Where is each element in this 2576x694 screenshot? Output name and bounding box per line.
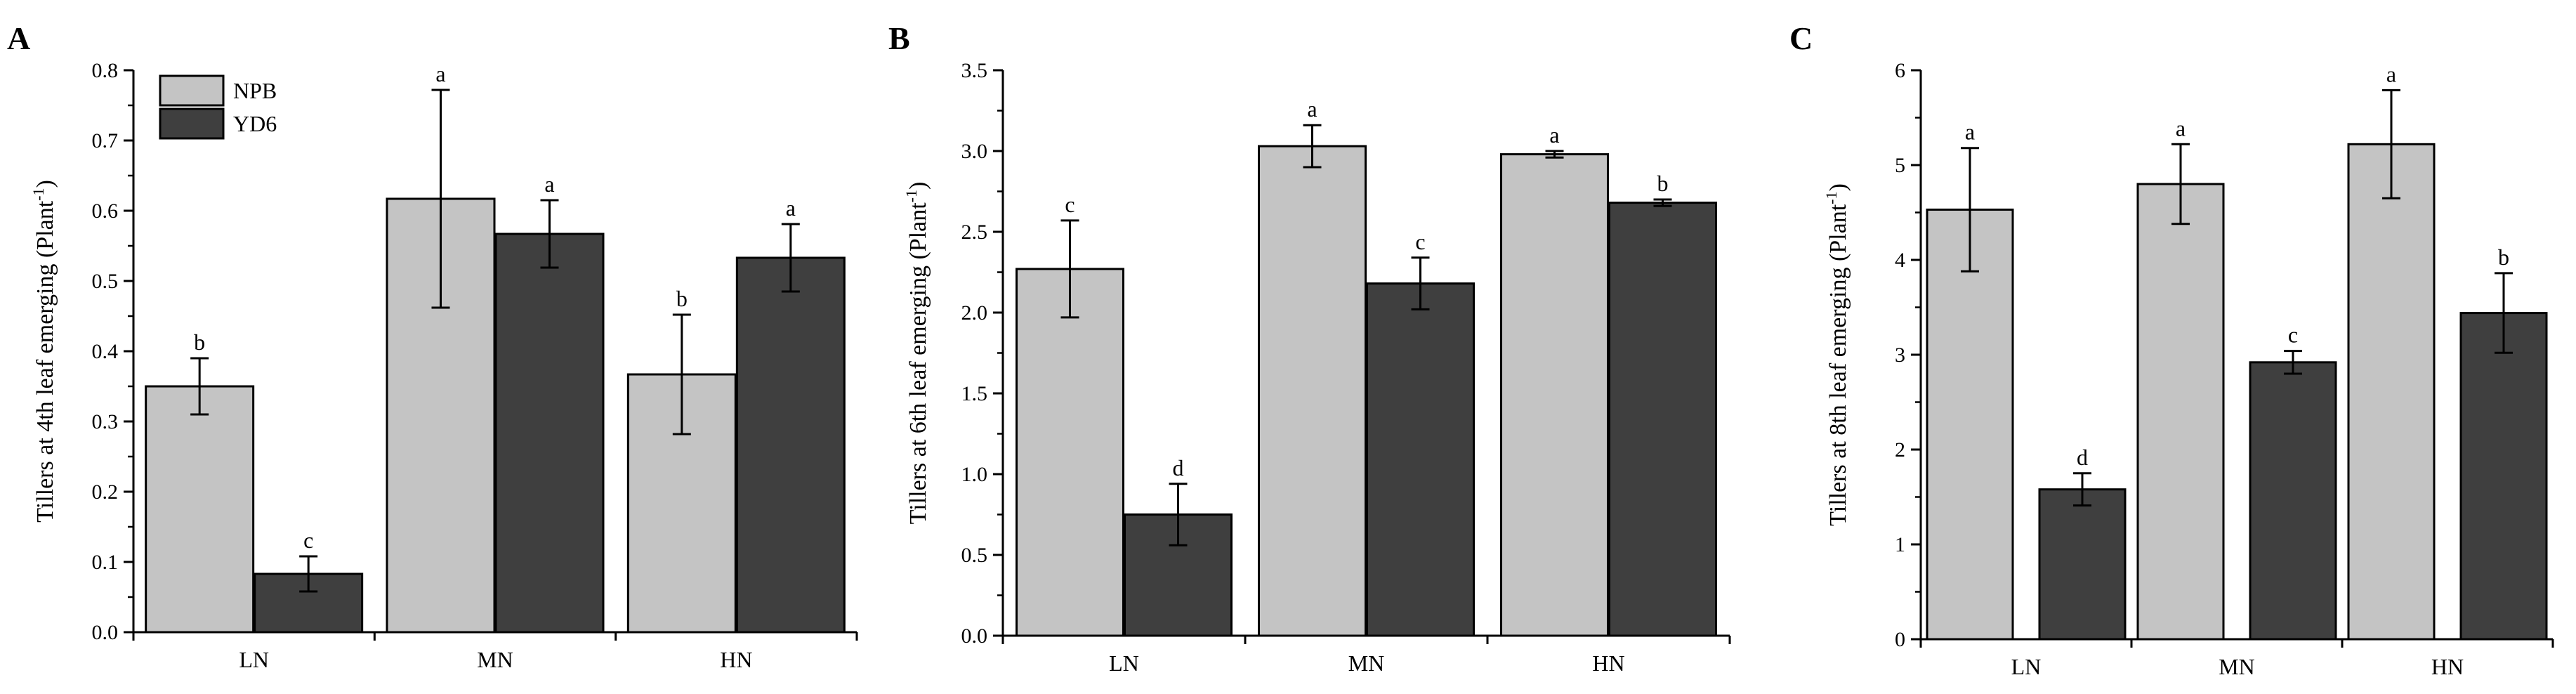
y-tick-label: 0.3: [92, 410, 119, 433]
bar-npb-mn: [1258, 145, 1367, 637]
y-tick-label: 0.5: [961, 544, 988, 567]
x-tick-label-hn: HN: [1592, 650, 1624, 676]
y-tick-label: 3.0: [961, 140, 988, 163]
significance-label: c: [303, 528, 313, 553]
panel-a: A Tillers at 4th leaf emerging (Plant-1) b…: [7, 20, 858, 672]
x-tick-label-hn: HN: [2431, 654, 2464, 679]
y-axis-title-superscript: -1: [29, 188, 47, 201]
legend-label-npb: NPB: [233, 78, 277, 103]
y-tick-label: 1.0: [961, 463, 988, 486]
significance-label: d: [2077, 445, 2088, 470]
y-tick-label: 1: [1895, 533, 1905, 556]
bar-npb-mn: [2136, 183, 2225, 641]
y-tick-label: 2.0: [961, 301, 988, 325]
x-tick-label-ln: LN: [239, 647, 269, 672]
y-tick-label: 6: [1895, 59, 1905, 82]
significance-label: a: [1965, 119, 1975, 145]
x-tick-label-hn: HN: [720, 647, 752, 672]
significance-label: a: [435, 61, 445, 86]
bar-yd6-mn: [1366, 282, 1475, 637]
panel-letter: B: [888, 20, 910, 56]
y-tick-label: 0.0: [92, 621, 119, 644]
significance-label: b: [1657, 171, 1669, 196]
bar-yd6-hn: [2459, 312, 2548, 641]
y-tick-label: 0.8: [92, 59, 119, 82]
y-axis-title: Tillers at 4th leaf emerging (Plant-1): [29, 180, 58, 523]
y-tick-label: 0.4: [92, 340, 119, 363]
bar-npb-ln: [145, 385, 255, 634]
y-tick-label: 1.5: [961, 382, 988, 405]
significance-label: a: [544, 171, 554, 197]
y-axis-title-superscript: -1: [902, 190, 920, 202]
y-axis-title-main: Tillers at 8th leaf emerging (Plant: [1825, 204, 1851, 526]
bar-yd6-mn: [2249, 361, 2337, 641]
bar-yd6-mn: [494, 233, 605, 634]
y-tick-label: 2.5: [961, 221, 988, 244]
y-tick-label: 0.6: [92, 199, 119, 223]
y-tick-label: 0.2: [92, 480, 119, 504]
x-tick-label-mn: MN: [477, 647, 513, 672]
x-tick-label-mn: MN: [1348, 650, 1385, 676]
y-tick-label: 0: [1895, 628, 1905, 651]
y-axis-title-end: ): [32, 180, 58, 188]
significance-label: a: [786, 195, 796, 221]
y-tick-label: 2: [1895, 438, 1905, 461]
bar-npb-hn: [2347, 143, 2436, 641]
y-tick-label: 0.5: [92, 270, 119, 293]
y-axis-title: Tillers at 8th leaf emerging (Plant-1): [1822, 183, 1851, 526]
significance-label: d: [1173, 455, 1184, 480]
y-tick-label: 3: [1895, 343, 1905, 367]
y-axis-title-end: ): [1825, 183, 1851, 191]
significance-label: a: [1549, 122, 1559, 148]
bar-yd6-ln: [2038, 488, 2127, 641]
bar-yd6-hn: [1608, 202, 1717, 637]
y-axis-title-main: Tillers at 4th leaf emerging (Plant: [32, 200, 58, 523]
y-axis-title-superscript: -1: [1822, 192, 1840, 204]
y-tick-label: 3.5: [961, 59, 988, 82]
y-axis-title-end: ): [905, 182, 931, 190]
y-tick-label: 0.1: [92, 551, 119, 574]
significance-label: b: [676, 286, 688, 311]
panel-letter: C: [1789, 20, 1813, 56]
y-tick-label: 0.0: [961, 624, 988, 648]
y-tick-label: 5: [1895, 154, 1905, 177]
significance-label: a: [1307, 96, 1317, 122]
bar-npb-hn: [1500, 153, 1609, 637]
significance-label: c: [2288, 322, 2298, 348]
legend-label-yd6: YD6: [233, 111, 277, 136]
y-axis-title-main: Tillers at 6th leaf emerging (Plant: [905, 202, 931, 525]
significance-label: b: [194, 329, 205, 355]
x-tick-label-ln: LN: [2011, 654, 2042, 679]
significance-label: c: [1065, 192, 1075, 217]
panel-b: B Tillers at 6th leaf emerging (Plant-1) c…: [888, 20, 1731, 676]
y-axis-title: Tillers at 6th leaf emerging (Plant-1): [902, 182, 931, 525]
legend: NPB YD6: [159, 74, 277, 140]
x-tick-label-ln: LN: [1109, 650, 1139, 676]
significance-label: c: [1415, 229, 1425, 254]
bar-npb-ln: [1016, 268, 1124, 637]
significance-label: a: [2386, 61, 2396, 86]
legend-swatch-npb: [159, 74, 225, 107]
significance-label: a: [2176, 115, 2186, 140]
panel-c: C Tillers at 8th leaf emerging (Plant-1) a…: [1789, 20, 2554, 679]
x-tick-label-mn: MN: [2219, 654, 2255, 679]
significance-label: b: [2498, 244, 2509, 270]
bar-npb-ln: [1926, 208, 2014, 641]
y-tick-label: 4: [1895, 249, 1905, 272]
y-tick-label: 0.7: [92, 129, 119, 152]
panel-letter: A: [7, 20, 30, 56]
legend-swatch-yd6: [159, 107, 225, 140]
bar-yd6-hn: [735, 256, 846, 634]
